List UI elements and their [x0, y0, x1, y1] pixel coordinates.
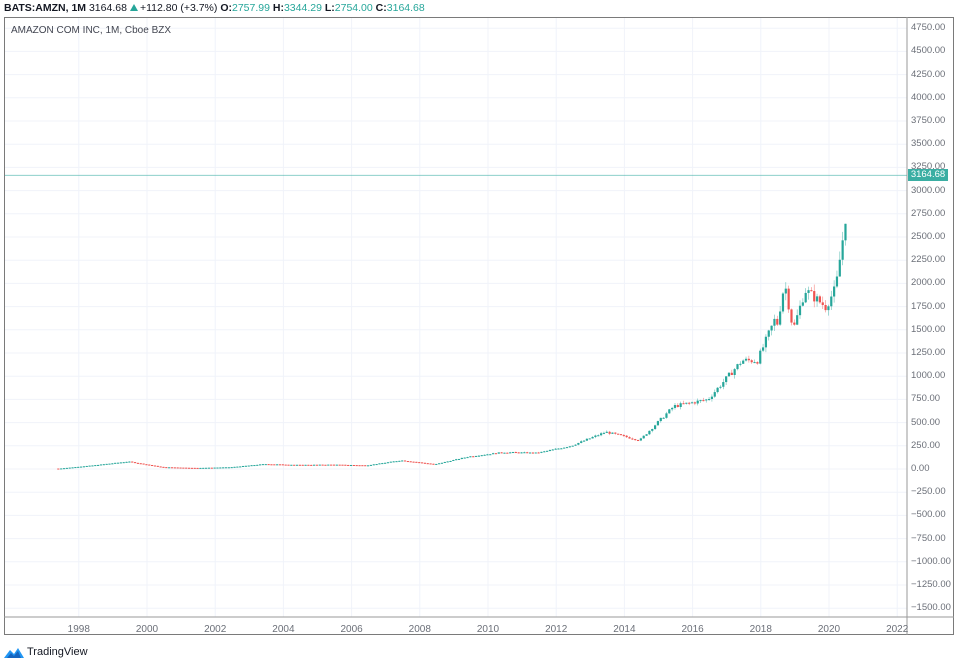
price-axis-label: 4750.00 [911, 22, 946, 34]
symbol-header: BATS:AMZN, 1M 3164.68 +112.80 (+3.7%) O:2… [4, 1, 425, 15]
time-axis-label: 2016 [681, 624, 704, 635]
price-axis-label: 3750.00 [911, 115, 946, 126]
tradingview-brand-name: TradingView [27, 646, 88, 658]
time-axis-label: 1998 [67, 624, 90, 635]
price-axis-label: 3000.00 [911, 184, 946, 196]
price-axis-label: −250.00 [911, 486, 946, 498]
time-axis-label: 2020 [817, 624, 841, 635]
price-axis-label: 2500.00 [911, 231, 946, 242]
candles [57, 223, 847, 470]
time-axis-label: 2000 [135, 624, 159, 635]
open-value: 2757.99 [231, 2, 270, 14]
time-axis-label: 2002 [204, 624, 227, 635]
price-axis-label: 1750.00 [911, 300, 946, 312]
symbol-name[interactable]: BATS:AMZN, 1M [4, 2, 87, 14]
tradingview-logo-icon [4, 648, 24, 658]
close-label: C: [375, 2, 387, 14]
price-axis-label: 3500.00 [911, 138, 946, 150]
time-axis-label: 2018 [749, 624, 772, 635]
price-axis-label: 1000.00 [911, 370, 946, 382]
open-label: O: [220, 2, 232, 14]
price-axis-label: 2750.00 [911, 207, 946, 219]
price-change: +112.80 (+3.7%) [139, 2, 218, 14]
last-price: 3164.68 [88, 2, 127, 14]
price-axis-label: 4250.00 [911, 68, 946, 80]
tradingview-branding[interactable]: TradingView [4, 644, 88, 660]
close-value: 3164.68 [386, 2, 425, 14]
price-axis-label: 3250.00 [911, 161, 946, 173]
price-axis-label: 0.00 [911, 463, 930, 474]
price-axis-label: −750.00 [911, 532, 946, 544]
price-axis-label: −1250.00 [911, 579, 951, 590]
price-axis-label: −500.00 [911, 509, 946, 521]
low-value: 2754.00 [334, 2, 373, 14]
time-axis-label: 2014 [613, 624, 636, 635]
low-label: L: [324, 2, 335, 14]
high-label: H: [272, 2, 284, 14]
chart-legend-title: AMAZON COM INC, 1M, Cboe BZX [11, 25, 172, 36]
price-axis-label: 500.00 [911, 416, 941, 428]
price-axis-label: 1250.00 [911, 347, 946, 358]
current-price-label: 3164.68 [908, 169, 948, 182]
price-axis-label: 4000.00 [911, 91, 946, 103]
price-axis-label: 750.00 [911, 393, 941, 405]
price-axis-label: 250.00 [911, 439, 941, 451]
price-axis-label: 4500.00 [911, 45, 946, 57]
price-axis-label: 2000.00 [911, 277, 946, 289]
time-axis-label: 2012 [545, 624, 568, 635]
triangle-up-icon [129, 4, 138, 11]
time-axis-label: 2008 [408, 624, 431, 635]
price-axis-label: 1500.00 [911, 323, 946, 335]
time-axis-label: 2004 [272, 624, 295, 635]
time-axis-label: 2006 [340, 624, 363, 635]
chart-frame [4, 17, 954, 635]
high-value: 3344.29 [283, 2, 322, 14]
price-axis-label: −1500.00 [911, 602, 951, 614]
time-axis-label: 2010 [476, 624, 500, 635]
time-axis-label: 2022 [886, 624, 909, 635]
price-axis-label: −1000.00 [911, 555, 951, 567]
price-axis-label: 2250.00 [911, 254, 946, 266]
